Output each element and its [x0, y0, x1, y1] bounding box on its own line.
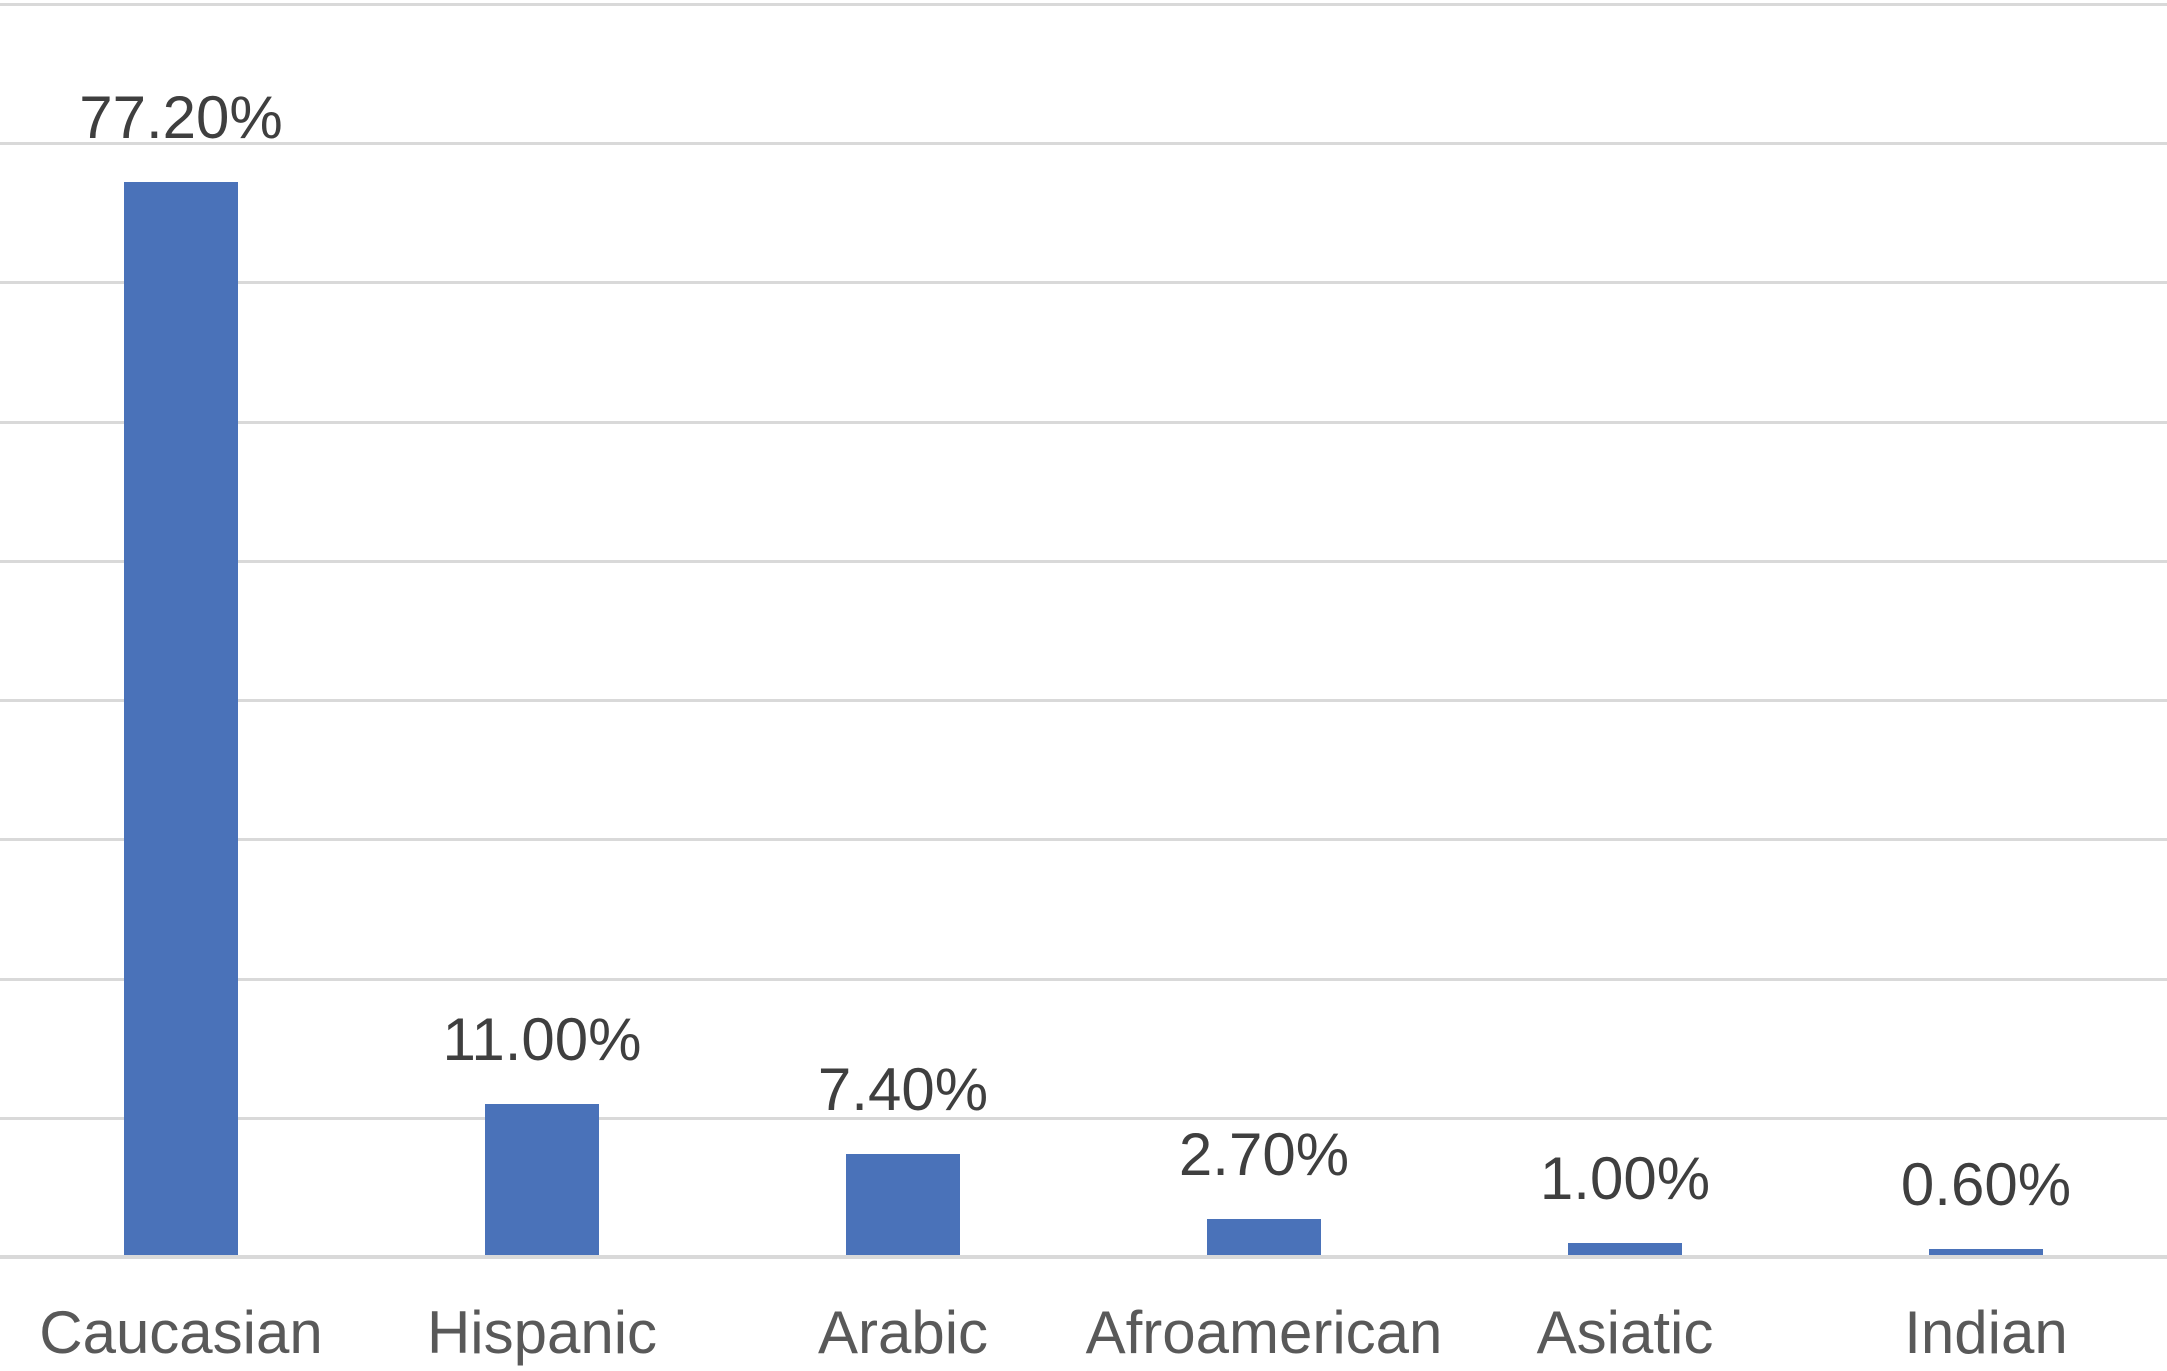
category-label-hispanic: Hispanic	[426, 1299, 658, 1366]
gridline	[0, 978, 2167, 981]
bar-asiatic	[1568, 1243, 1682, 1257]
category-label-caucasian: Caucasian	[39, 1299, 323, 1366]
bar-afroamerican	[1207, 1219, 1321, 1257]
gridline	[0, 560, 2167, 563]
category-label-arabic: Arabic	[817, 1299, 989, 1366]
gridline	[0, 1117, 2167, 1120]
bar-arabic	[846, 1154, 960, 1257]
bar-hispanic	[485, 1104, 599, 1257]
data-label: 7.40%	[817, 1056, 989, 1123]
x-axis-line	[0, 1255, 2167, 1259]
gridline	[0, 421, 2167, 424]
bar-indian	[1929, 1249, 2043, 1257]
gridline	[0, 3, 2167, 6]
gridline	[0, 281, 2167, 284]
category-label-asiatic: Asiatic	[1536, 1299, 1714, 1366]
data-label: 0.60%	[1900, 1151, 2072, 1218]
gridline	[0, 142, 2167, 145]
gridline	[0, 699, 2167, 702]
gridline	[0, 838, 2167, 841]
data-label: 1.00%	[1539, 1145, 1711, 1212]
data-label: 11.00%	[442, 1006, 642, 1073]
bar-caucasian	[124, 182, 238, 1257]
data-label: 2.70%	[1178, 1121, 1350, 1188]
category-label-afroamerican: Afroamerican	[1085, 1299, 1443, 1366]
category-label-indian: Indian	[1904, 1299, 2068, 1366]
data-label: 77.20%	[79, 84, 283, 151]
